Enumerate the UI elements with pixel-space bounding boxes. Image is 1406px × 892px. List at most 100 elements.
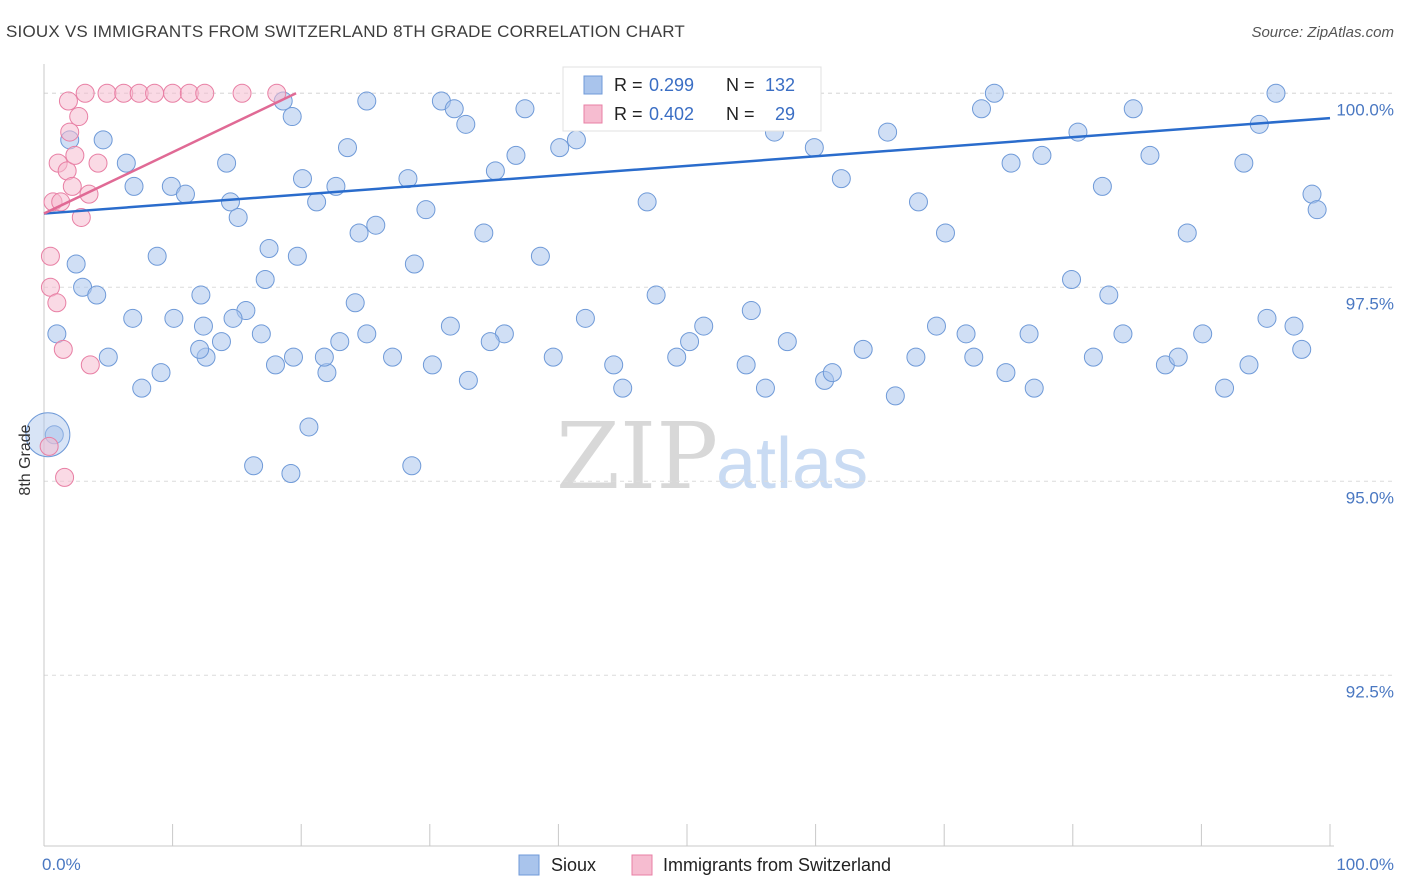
trend-lines bbox=[43, 92, 1331, 215]
sioux-point bbox=[317, 363, 337, 383]
swiss-point bbox=[60, 122, 80, 142]
sioux-point bbox=[458, 370, 478, 390]
grid-lines bbox=[44, 92, 1392, 676]
sioux-point bbox=[416, 200, 436, 220]
sioux-point bbox=[314, 347, 334, 367]
n-value: 132 bbox=[765, 75, 795, 95]
sioux-point bbox=[422, 355, 442, 375]
n-label: N = bbox=[726, 104, 755, 124]
sioux-point bbox=[259, 238, 279, 258]
sioux-point bbox=[287, 246, 307, 266]
sioux-trend-line bbox=[43, 116, 1331, 215]
sioux-point bbox=[550, 138, 570, 158]
swiss-point bbox=[195, 83, 215, 103]
n-value: 29 bbox=[775, 104, 795, 124]
sioux-point bbox=[956, 324, 976, 344]
swiss-point bbox=[232, 83, 252, 103]
sioux-point bbox=[1193, 324, 1213, 344]
sioux-point bbox=[299, 417, 319, 437]
sioux-point bbox=[1257, 308, 1277, 328]
stats-swatch bbox=[583, 75, 603, 95]
legend-label: Immigrants from Switzerland bbox=[663, 855, 891, 875]
sioux-point bbox=[98, 347, 118, 367]
sioux-point bbox=[404, 254, 424, 274]
y-tick-labels: 100.0% 97.5% 95.0% 92.5% bbox=[1336, 100, 1394, 701]
sioux-point bbox=[123, 308, 143, 328]
sioux-point bbox=[853, 339, 873, 359]
sioux-point bbox=[906, 347, 926, 367]
sioux-point bbox=[1113, 324, 1133, 344]
y-tick-label: 95.0% bbox=[1346, 488, 1394, 507]
swiss-trend-line bbox=[43, 92, 297, 215]
y-tick-label: 100.0% bbox=[1336, 100, 1394, 119]
sioux-point bbox=[444, 99, 464, 119]
legend-label: Sioux bbox=[551, 855, 596, 875]
sioux-point bbox=[1019, 324, 1039, 344]
swiss-point bbox=[75, 83, 95, 103]
sioux-point bbox=[330, 332, 350, 352]
sioux-point bbox=[1168, 347, 1188, 367]
swiss-point bbox=[80, 355, 100, 375]
sioux-point bbox=[164, 308, 184, 328]
sioux-point bbox=[908, 192, 928, 212]
y-axis-label: 8th Grade bbox=[17, 424, 34, 495]
swiss-point bbox=[71, 207, 91, 227]
sioux-point bbox=[116, 153, 136, 173]
sioux-point bbox=[543, 347, 563, 367]
sioux-point bbox=[1234, 153, 1254, 173]
sioux-point bbox=[217, 153, 237, 173]
r-label: R = bbox=[614, 104, 643, 124]
sioux-point bbox=[935, 223, 955, 243]
sioux-point bbox=[926, 316, 946, 336]
sioux-point bbox=[777, 332, 797, 352]
swiss-point bbox=[97, 83, 117, 103]
sioux-point bbox=[996, 363, 1016, 383]
sioux-point bbox=[637, 192, 657, 212]
swiss-point bbox=[163, 83, 183, 103]
sioux-point bbox=[1307, 200, 1327, 220]
swiss-point bbox=[55, 467, 75, 487]
sioux-point bbox=[383, 347, 403, 367]
sioux-point bbox=[575, 308, 595, 328]
n-label: N = bbox=[726, 75, 755, 95]
sioux-point bbox=[506, 145, 526, 165]
sioux-point bbox=[456, 114, 476, 134]
sioux-point bbox=[66, 254, 86, 274]
axes bbox=[43, 64, 1334, 847]
sioux-point bbox=[345, 293, 365, 313]
r-value: 0.299 bbox=[649, 75, 694, 95]
swiss-point bbox=[88, 153, 108, 173]
sioux-point bbox=[755, 378, 775, 398]
sioux-point bbox=[736, 355, 756, 375]
sioux-point bbox=[132, 378, 152, 398]
sioux-point bbox=[265, 355, 285, 375]
sioux-point bbox=[25, 412, 71, 458]
sioux-point bbox=[680, 332, 700, 352]
sioux-point bbox=[530, 246, 550, 266]
sioux-point bbox=[175, 184, 195, 204]
sioux-point bbox=[646, 285, 666, 305]
sioux-point bbox=[151, 363, 171, 383]
swiss-point bbox=[47, 293, 67, 313]
swiss-point bbox=[69, 107, 89, 127]
sioux-point bbox=[878, 122, 898, 142]
sioux-point bbox=[971, 99, 991, 119]
sioux-point bbox=[228, 207, 248, 227]
sioux-point bbox=[1032, 145, 1052, 165]
sioux-point bbox=[822, 363, 842, 383]
legend-swatch bbox=[631, 854, 653, 876]
sioux-point bbox=[402, 456, 422, 476]
sioux-point bbox=[357, 91, 377, 111]
swiss-point bbox=[53, 339, 73, 359]
sioux-point bbox=[440, 316, 460, 336]
sioux-point bbox=[349, 223, 369, 243]
swiss-point bbox=[39, 436, 59, 456]
swiss-points bbox=[39, 83, 287, 487]
stats-legend: R = 0.299 N = 132 R = 0.402 N = 29 bbox=[562, 66, 822, 132]
sioux-point bbox=[307, 192, 327, 212]
sioux-point bbox=[93, 130, 113, 150]
r-label: R = bbox=[614, 75, 643, 95]
sioux-point bbox=[282, 107, 302, 127]
sioux-point bbox=[1284, 316, 1304, 336]
sioux-point bbox=[255, 270, 275, 290]
